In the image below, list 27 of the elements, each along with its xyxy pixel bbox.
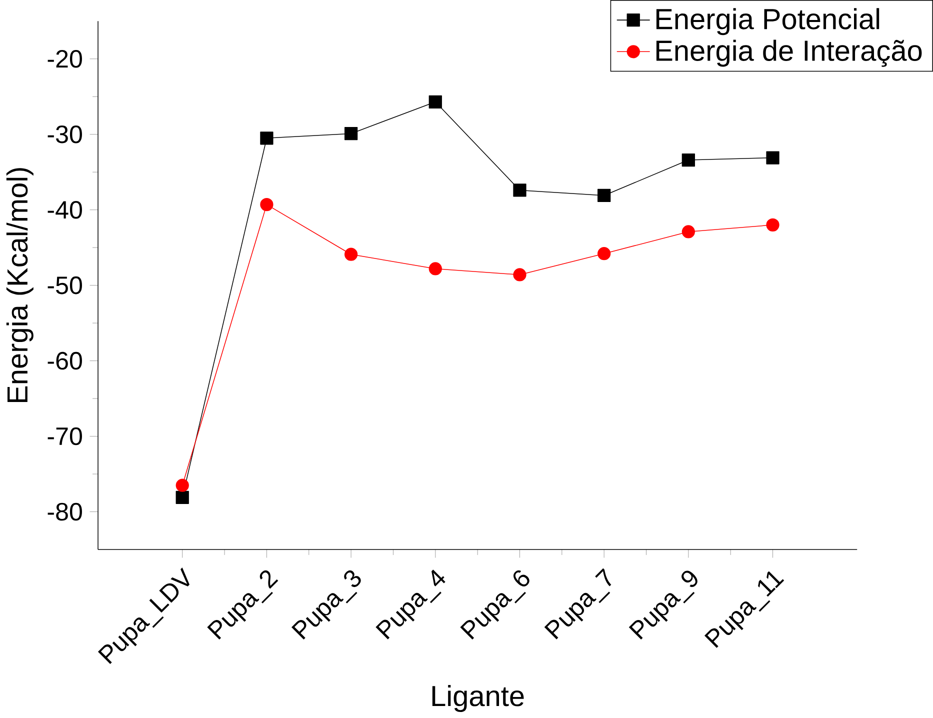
point	[513, 183, 526, 197]
point	[766, 150, 780, 164]
y-axis-title: Energia (Kcal/mol)	[6, 168, 34, 402]
y-tick-label: -50	[48, 276, 82, 294]
point	[682, 153, 695, 166]
point	[176, 490, 189, 504]
point	[428, 95, 442, 108]
legend-label: Energia Potencial	[656, 8, 880, 35]
point	[176, 478, 189, 492]
y-tick-label: -40	[48, 200, 82, 218]
point	[344, 126, 358, 140]
point	[598, 246, 611, 260]
y-tick-label: -60	[48, 352, 82, 370]
point	[260, 131, 274, 144]
point	[598, 188, 611, 202]
point	[428, 262, 442, 276]
point	[766, 218, 780, 232]
y-tick-label: -20	[48, 50, 82, 68]
legend-label: Energia de Interação	[656, 39, 922, 67]
point	[513, 268, 526, 282]
y-tick-label: -80	[48, 502, 82, 520]
y-tick-label: -30	[48, 125, 82, 143]
point	[682, 224, 695, 238]
x-axis-title: Ligante	[432, 684, 524, 712]
y-tick-label: -70	[48, 427, 82, 445]
point	[260, 198, 274, 211]
point	[344, 248, 358, 261]
